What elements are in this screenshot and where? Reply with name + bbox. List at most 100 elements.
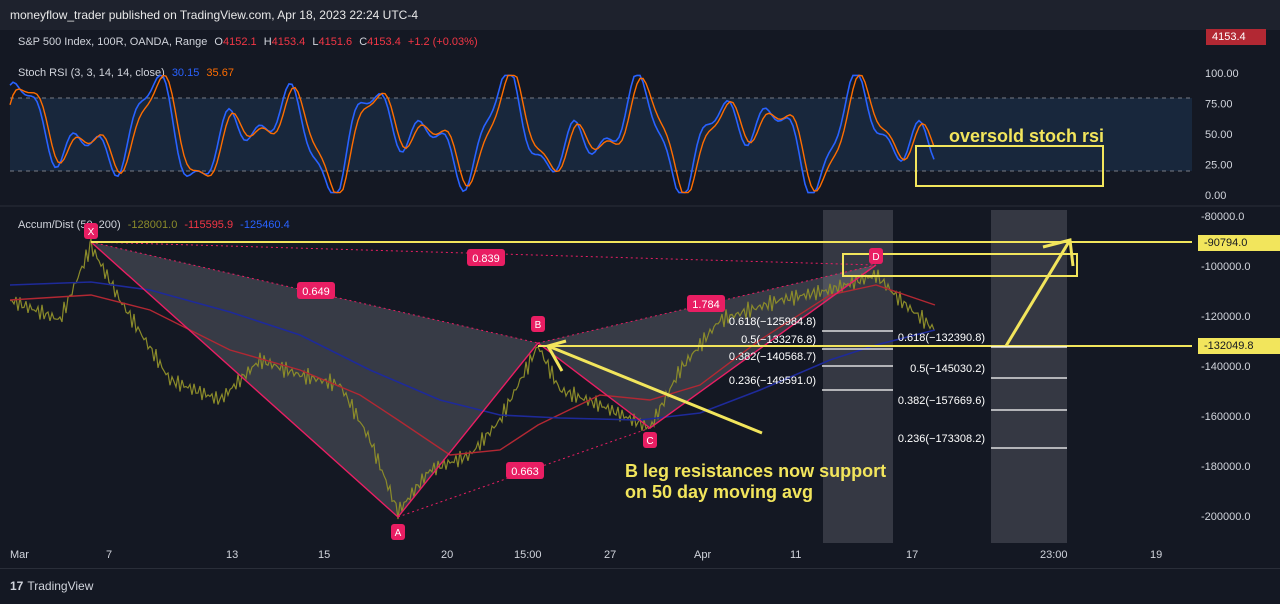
ad-tick-label: -100000.0 xyxy=(1201,261,1251,273)
time-tick-label: 7 xyxy=(106,549,112,561)
rsi-k-line xyxy=(9,74,935,194)
tradingview-logo[interactable]: 17 TradingView xyxy=(10,579,93,593)
fib1-label: 0.5(−133276.8) xyxy=(741,334,816,346)
fib2-label: 0.618(−132390.8) xyxy=(898,332,985,344)
time-tick-label: Mar xyxy=(10,549,29,561)
arrow-head-b xyxy=(545,339,567,372)
time-tick-label: 15:00 xyxy=(514,549,542,561)
b-leg-annotation-line1: B leg resistances now support xyxy=(625,461,886,481)
ad-value-3: -125460.4 xyxy=(240,219,290,231)
ad-tick-label: -140000.0 xyxy=(1201,361,1251,373)
ratio-xb: 0.649 xyxy=(302,286,330,298)
pattern-point-badge xyxy=(531,316,545,332)
xb-dotted xyxy=(90,241,539,344)
ad-tick-label: -120000.0 xyxy=(1201,311,1251,323)
tradingview-brand: TradingView xyxy=(27,579,94,593)
fib1-label: 0.618(−125984.8) xyxy=(729,316,816,328)
symbol-label: S&P 500 Index, 100R, OANDA, Range xyxy=(18,36,208,48)
price-tag-lower: -132049.8 xyxy=(1198,338,1280,354)
open-label: O4152.1 xyxy=(214,36,257,48)
time-tick-label: 17 xyxy=(906,549,918,561)
fib-set-1: 0.618(−125984.8) 0.5(−133276.8) 0.382(−140… xyxy=(729,316,893,391)
time-tick-label: Apr xyxy=(694,549,711,561)
ad-legend: Accum/Dist (50, 200) -128001.0 -115595.9… xyxy=(18,219,294,231)
footer: 17 TradingView xyxy=(0,568,1280,604)
ad-tick-label: -160000.0 xyxy=(1201,411,1251,423)
rsi-tick-label: 0.00 xyxy=(1205,190,1226,202)
time-tick-label: 19 xyxy=(1150,549,1162,561)
time-tick-label: 15 xyxy=(318,549,330,561)
main-legend: S&P 500 Index, 100R, OANDA, Range O4152.… xyxy=(18,36,482,48)
ad-value-2: -115595.9 xyxy=(184,219,234,231)
rsi-band-fill xyxy=(10,98,1192,171)
rsi-tick-label: 25.00 xyxy=(1205,160,1233,172)
xd-dotted xyxy=(90,241,877,266)
low-label: L4151.6 xyxy=(312,36,353,48)
pattern-point-x: X xyxy=(88,227,95,238)
pattern-labels: X A B C D xyxy=(84,223,883,540)
ratio-labels: 0.649 0.839 0.663 1.784 xyxy=(297,249,725,479)
ratio-badge xyxy=(506,462,544,479)
fib-set-2: 0.618(−132390.8) 0.5(−145030.2) 0.382(−157… xyxy=(898,332,1067,449)
d-zone-box xyxy=(842,253,1078,277)
publisher-text: moneyflow_trader published on TradingVie… xyxy=(10,8,419,22)
oversold-annotation: oversold stoch rsi xyxy=(949,126,1104,146)
fib1-label: 0.382(−140568.7) xyxy=(729,351,816,363)
rsi-d-value: 35.67 xyxy=(206,67,234,79)
rsi-tick-label: 75.00 xyxy=(1205,99,1233,111)
pattern-point-a: A xyxy=(395,528,402,539)
time-tick-label: 23:00 xyxy=(1040,549,1068,561)
change-label: +1.2 (+0.03%) xyxy=(407,36,478,48)
rsi-k-value: 30.15 xyxy=(171,67,200,79)
pattern-point-c: C xyxy=(646,436,653,447)
chart-canvas[interactable]: 100.00 75.00 50.00 25.00 0.00 0.618(−125984.… xyxy=(0,0,1280,570)
stoch-rsi-pane: 100.00 75.00 50.00 25.00 0.00 xyxy=(9,68,1239,202)
time-axis: Mar 7 13 15 20 15:00 27 Apr 11 17 23:00 19 xyxy=(10,549,1162,561)
rsi-d-line xyxy=(9,74,935,194)
high-label: H4153.4 xyxy=(263,36,306,48)
time-tick-label: 27 xyxy=(604,549,616,561)
ratio-bd: 1.784 xyxy=(692,299,720,311)
fib2-label: 0.236(−173308.2) xyxy=(898,433,985,445)
oversold-box xyxy=(915,145,1104,187)
fib2-label: 0.5(−145030.2) xyxy=(910,363,985,375)
pattern-point-b: B xyxy=(535,320,542,331)
rsi-name: Stoch RSI (3, 3, 14, 14, close) xyxy=(18,67,165,79)
ad-value-1: -128001.0 xyxy=(127,219,178,231)
ad-pane: 0.618(−125984.8) 0.5(−133276.8) 0.382(−140… xyxy=(9,145,1251,561)
time-tick-label: 13 xyxy=(226,549,238,561)
time-zone-2 xyxy=(991,210,1067,543)
time-tick-label: 11 xyxy=(790,549,801,561)
arrows xyxy=(545,238,1075,435)
ratio-ac: 0.663 xyxy=(511,466,539,478)
rsi-tick-label: 100.00 xyxy=(1205,68,1239,80)
ma50-line xyxy=(9,284,936,456)
time-tick-label: 20 xyxy=(441,549,453,561)
rsi-axis: 100.00 75.00 50.00 25.00 0.00 xyxy=(1205,68,1239,202)
pattern-point-badge xyxy=(869,248,883,264)
arrow-to-target xyxy=(1004,239,1072,347)
close-label: C4153.4 xyxy=(359,36,401,48)
pattern-point-badge xyxy=(643,432,657,448)
arrow-to-b xyxy=(547,344,763,435)
rsi-tick-label: 50.00 xyxy=(1205,129,1233,141)
time-zone-1 xyxy=(823,210,893,543)
b-leg-annotation-line2: on 50 day moving avg xyxy=(625,482,813,502)
ad-tick-label: -180000.0 xyxy=(1201,461,1251,473)
arrow-head-target xyxy=(1042,238,1075,267)
ad-tick-label: -200000.0 xyxy=(1201,511,1251,523)
pattern-point-d: D xyxy=(872,252,879,263)
ratio-badge xyxy=(687,295,725,312)
ratio-badge xyxy=(297,282,335,299)
ratio-xd: 0.839 xyxy=(472,253,500,265)
price-tag-upper: -90794.0 xyxy=(1198,235,1280,251)
last-price-tag: 4153.4 xyxy=(1206,29,1266,45)
ma200-line xyxy=(9,281,936,421)
tradingview-logo-icon: 17 xyxy=(10,579,24,593)
pattern-point-badge xyxy=(391,524,405,540)
publisher-bar: moneyflow_trader published on TradingVie… xyxy=(0,0,1280,30)
fib1-label: 0.236(−149591.0) xyxy=(729,375,816,387)
ratio-badge xyxy=(467,249,505,266)
ad-axis: -80000.0 -100000.0 -120000.0 -140000.0 -1600… xyxy=(1201,211,1251,523)
rsi-legend: Stoch RSI (3, 3, 14, 14, close) 30.15 35… xyxy=(18,67,238,79)
